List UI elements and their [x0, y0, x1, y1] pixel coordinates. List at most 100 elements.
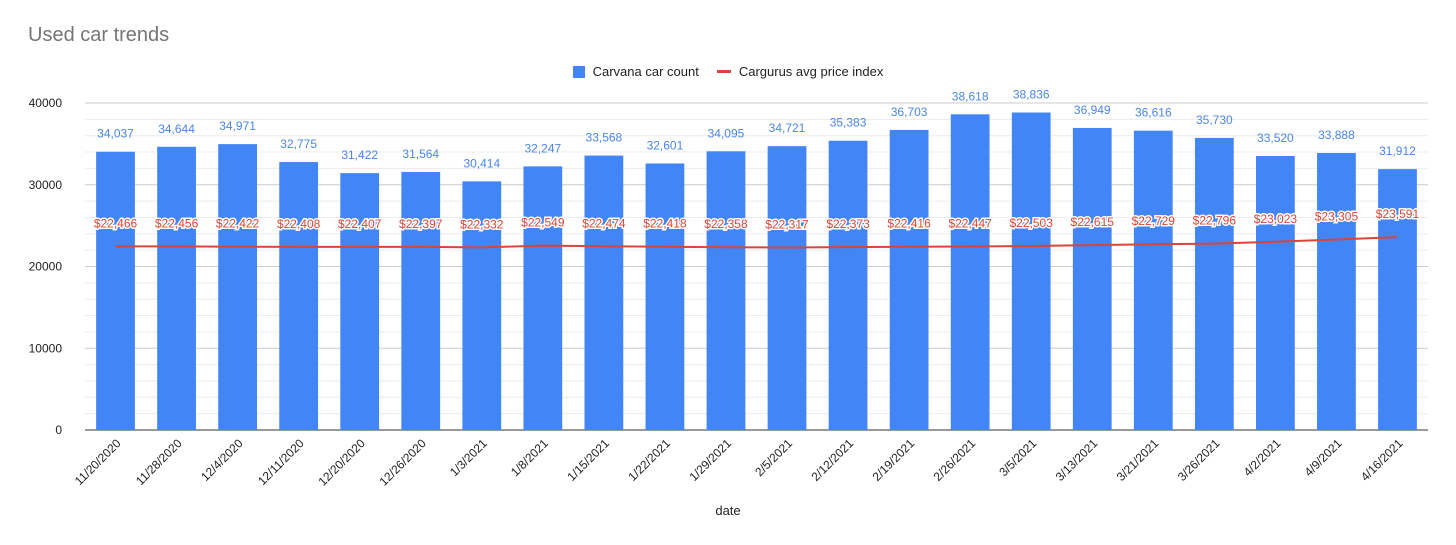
- line-data-label: $22,408: [277, 217, 321, 231]
- x-tick-label: 4/9/2021: [1302, 436, 1345, 479]
- legend-swatch-bar: [572, 65, 585, 78]
- line-data-label: $23,591: [1376, 207, 1420, 221]
- bar-data-label: 33,520: [1257, 131, 1294, 145]
- line-data-label: $22,503: [1010, 216, 1054, 230]
- bar-data-label: 34,095: [708, 126, 745, 140]
- bar-data-label: 30,414: [463, 156, 500, 170]
- bar-data-label: 33,888: [1318, 128, 1355, 142]
- bar: [523, 166, 563, 430]
- x-tick-label: 2/19/2021: [870, 436, 918, 484]
- bar: [645, 163, 685, 431]
- line-data-label: $22,729: [1132, 214, 1176, 228]
- y-tick-label: 10000: [29, 341, 63, 355]
- chart-title: Used car trends: [28, 24, 170, 46]
- legend: Carvana car count Cargurus avg price ind…: [0, 64, 1456, 79]
- bar: [1011, 112, 1051, 431]
- line-data-label: $22,447: [948, 216, 992, 230]
- bar-data-label: 33,568: [586, 131, 623, 145]
- line-data-label: $23,305: [1315, 209, 1359, 223]
- legend-item-carvana[interactable]: Carvana car count: [572, 64, 699, 79]
- y-tick-label: 20000: [29, 260, 63, 274]
- line-data-label: $22,549: [521, 216, 565, 230]
- y-tick-label: 40000: [29, 96, 63, 110]
- bar-data-label: 35,383: [830, 116, 867, 130]
- bar-data-label: 34,644: [158, 122, 195, 136]
- line-data-label: $22,332: [460, 217, 504, 231]
- bar-data-label: 36,949: [1074, 103, 1111, 117]
- bar-data-label: 31,422: [341, 148, 378, 162]
- line-data-label: $22,407: [338, 217, 382, 231]
- x-tick-label: 4/2/2021: [1241, 436, 1284, 479]
- bar: [584, 155, 624, 430]
- x-tick-label: 1/15/2021: [564, 436, 612, 484]
- line-data-label: $22,416: [887, 217, 931, 231]
- bar: [279, 162, 319, 430]
- x-tick-label: 4/16/2021: [1358, 436, 1406, 484]
- bar: [157, 146, 196, 431]
- bar-data-label: 38,618: [952, 89, 989, 103]
- x-tick-label: 12/11/2020: [255, 436, 307, 488]
- bar: [1378, 169, 1417, 431]
- bar: [340, 173, 380, 430]
- line-data-label: $22,418: [643, 217, 687, 231]
- x-axis-title: date: [715, 503, 741, 518]
- legend-swatch-line: [716, 70, 731, 73]
- bar: [767, 146, 807, 430]
- y-tick-label: 30000: [29, 178, 63, 192]
- line-data-label: $23,023: [1254, 212, 1298, 226]
- line-data-label: $22,466: [94, 216, 138, 230]
- legend-item-cargurus[interactable]: Cargurus avg price index: [716, 64, 884, 79]
- bar-data-label: 36,616: [1135, 106, 1172, 120]
- line-data-label: $22,397: [399, 217, 443, 231]
- x-tick-label: 12/4/2020: [198, 436, 246, 484]
- bar-data-label: 31,564: [402, 147, 439, 161]
- bar: [1194, 137, 1234, 430]
- x-tick-label: 3/21/2021: [1114, 436, 1162, 484]
- bar: [1072, 127, 1112, 430]
- bar-data-label: 34,971: [219, 119, 256, 133]
- line-data-label: $22,796: [1193, 214, 1237, 228]
- x-tick-label: 12/20/2020: [315, 436, 368, 489]
- x-tick-label: 1/8/2021: [508, 436, 551, 479]
- legend-label-cargurus: Cargurus avg price index: [738, 64, 884, 79]
- x-tick-label: 2/26/2021: [931, 436, 979, 484]
- bar-data-label: 31,912: [1379, 144, 1416, 158]
- x-tick-label: 1/3/2021: [447, 436, 490, 479]
- bar: [889, 129, 929, 430]
- bar-data-label: 32,775: [280, 137, 317, 151]
- bar-data-label: 32,601: [647, 138, 684, 152]
- x-tick-label: 11/20/2020: [72, 436, 124, 488]
- bar: [96, 151, 135, 430]
- bar-data-label: 35,730: [1196, 113, 1233, 127]
- x-tick-label: 2/12/2021: [809, 436, 857, 484]
- line-data-label: $22,358: [704, 217, 748, 231]
- x-tick-label: 1/29/2021: [686, 436, 734, 484]
- bar: [1133, 130, 1173, 431]
- bar: [706, 151, 746, 430]
- bar: [462, 181, 502, 430]
- x-tick-label: 3/13/2021: [1053, 436, 1101, 484]
- bar: [950, 114, 990, 430]
- x-tick-label: 3/5/2021: [996, 436, 1039, 479]
- line-data-label: $22,422: [216, 217, 260, 231]
- bar-data-label: 36,703: [891, 105, 928, 119]
- x-tick-label: 11/28/2020: [133, 436, 185, 488]
- line-data-label: $22,615: [1071, 215, 1115, 229]
- line-data-label: $22,474: [582, 216, 626, 230]
- bar: [401, 171, 441, 430]
- bar: [1317, 152, 1356, 430]
- x-tick-label: 2/5/2021: [752, 436, 795, 479]
- bar-data-label: 32,247: [524, 141, 561, 155]
- y-tick-label: 0: [55, 423, 62, 437]
- line-data-label: $22,456: [155, 216, 199, 230]
- bar-data-label: 38,836: [1013, 88, 1050, 102]
- price-index-line: [115, 236, 1398, 249]
- line-data-label: $22,373: [826, 217, 870, 231]
- bar-data-label: 34,037: [97, 127, 134, 141]
- line-data-label: $22,317: [765, 218, 809, 232]
- x-tick-label: 1/22/2021: [625, 436, 673, 484]
- x-tick-label: 3/26/2021: [1175, 436, 1223, 484]
- bar: [1256, 155, 1295, 430]
- bar: [828, 140, 868, 431]
